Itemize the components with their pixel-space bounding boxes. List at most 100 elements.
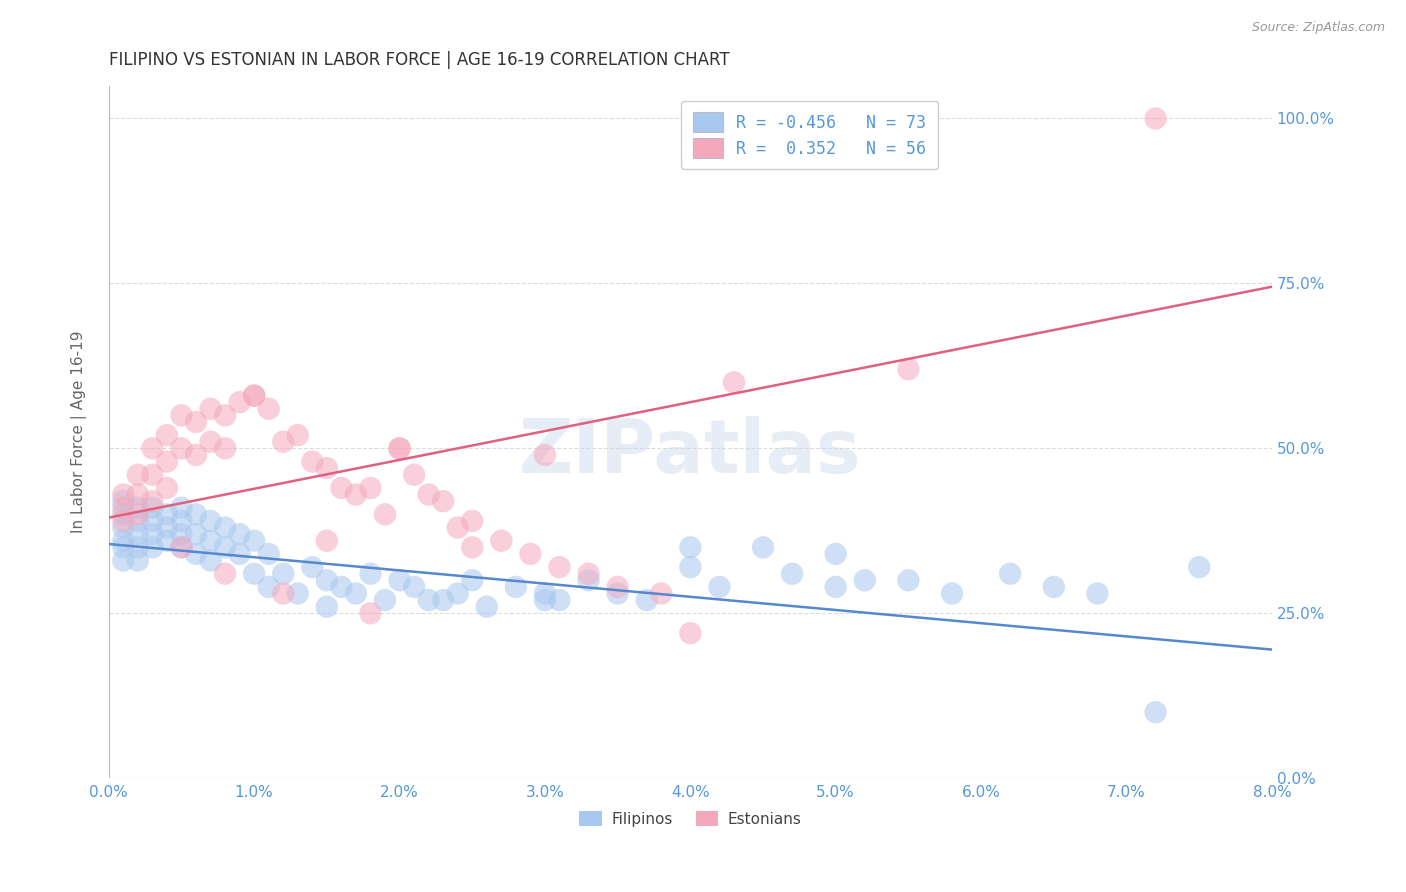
Point: [344, 586, 367, 600]
Point: [388, 442, 411, 456]
Point: [548, 560, 571, 574]
Point: [200, 514, 222, 528]
Text: Source: ZipAtlas.com: Source: ZipAtlas.com: [1251, 21, 1385, 34]
Point: [200, 533, 222, 548]
Point: [127, 487, 149, 501]
Point: [170, 541, 193, 555]
Point: [271, 434, 294, 449]
Point: [156, 454, 179, 468]
Point: [853, 574, 876, 588]
Point: [141, 541, 163, 555]
Point: [156, 508, 179, 522]
Point: [243, 566, 266, 581]
Point: [141, 500, 163, 515]
Point: [112, 533, 135, 548]
Point: [170, 442, 193, 456]
Point: [112, 500, 135, 515]
Point: [941, 586, 963, 600]
Point: [112, 508, 135, 522]
Point: [184, 527, 207, 541]
Point: [534, 448, 557, 462]
Point: [315, 599, 337, 614]
Point: [214, 566, 236, 581]
Point: [184, 508, 207, 522]
Point: [271, 586, 294, 600]
Point: [156, 428, 179, 442]
Point: [330, 580, 353, 594]
Point: [214, 541, 236, 555]
Point: [127, 514, 149, 528]
Point: [170, 500, 193, 515]
Point: [679, 626, 702, 640]
Point: [184, 547, 207, 561]
Point: [404, 580, 426, 594]
Point: [127, 508, 149, 522]
Point: [287, 586, 309, 600]
Point: [257, 401, 280, 416]
Point: [606, 586, 628, 600]
Point: [184, 415, 207, 429]
Point: [359, 566, 381, 581]
Point: [447, 586, 470, 600]
Point: [315, 574, 337, 588]
Text: FILIPINO VS ESTONIAN IN LABOR FORCE | AGE 16-19 CORRELATION CHART: FILIPINO VS ESTONIAN IN LABOR FORCE | AG…: [108, 51, 730, 69]
Point: [112, 487, 135, 501]
Point: [112, 514, 135, 528]
Point: [141, 527, 163, 541]
Point: [359, 481, 381, 495]
Point: [679, 541, 702, 555]
Point: [1087, 586, 1109, 600]
Point: [243, 533, 266, 548]
Point: [257, 547, 280, 561]
Point: [461, 574, 484, 588]
Point: [315, 461, 337, 475]
Point: [636, 593, 658, 607]
Point: [257, 580, 280, 594]
Point: [897, 362, 920, 376]
Point: [548, 593, 571, 607]
Point: [200, 553, 222, 567]
Point: [170, 514, 193, 528]
Point: [679, 560, 702, 574]
Point: [141, 467, 163, 482]
Point: [170, 527, 193, 541]
Point: [112, 541, 135, 555]
Point: [127, 541, 149, 555]
Point: [824, 580, 846, 594]
Point: [156, 520, 179, 534]
Point: [214, 409, 236, 423]
Point: [271, 566, 294, 581]
Point: [505, 580, 527, 594]
Point: [534, 593, 557, 607]
Point: [1144, 112, 1167, 126]
Point: [228, 547, 250, 561]
Point: [170, 409, 193, 423]
Point: [388, 574, 411, 588]
Point: [824, 547, 846, 561]
Point: [709, 580, 731, 594]
Point: [301, 454, 323, 468]
Y-axis label: In Labor Force | Age 16-19: In Labor Force | Age 16-19: [72, 331, 87, 533]
Point: [418, 593, 440, 607]
Point: [228, 527, 250, 541]
Point: [752, 541, 775, 555]
Legend: Filipinos, Estonians: Filipinos, Estonians: [574, 805, 807, 833]
Point: [1043, 580, 1066, 594]
Point: [461, 541, 484, 555]
Point: [418, 487, 440, 501]
Point: [578, 574, 600, 588]
Point: [112, 553, 135, 567]
Point: [491, 533, 513, 548]
Point: [141, 494, 163, 508]
Point: [243, 388, 266, 402]
Point: [170, 541, 193, 555]
Point: [200, 434, 222, 449]
Point: [1188, 560, 1211, 574]
Point: [156, 481, 179, 495]
Point: [127, 527, 149, 541]
Point: [112, 520, 135, 534]
Text: ZIPatlas: ZIPatlas: [519, 417, 862, 489]
Point: [243, 388, 266, 402]
Point: [388, 442, 411, 456]
Point: [534, 586, 557, 600]
